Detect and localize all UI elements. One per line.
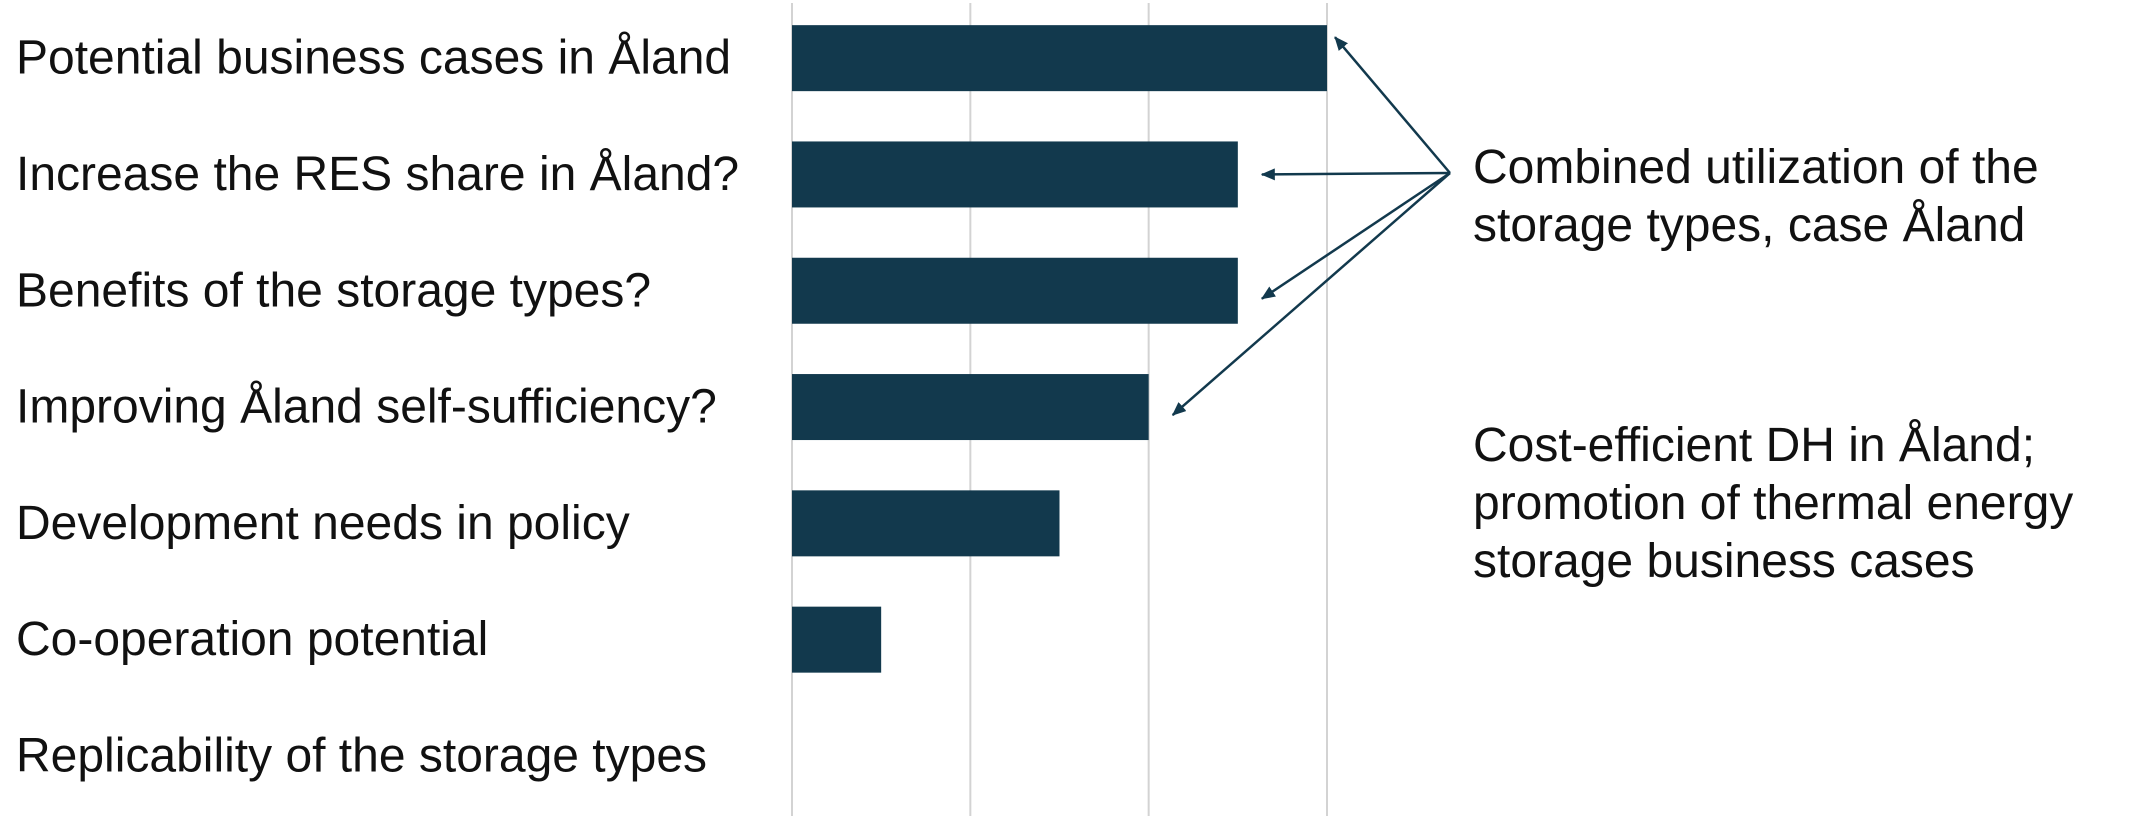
category-label: Improving Åland self-sufficiency? xyxy=(16,381,717,434)
category-label: Co-operation potential xyxy=(16,613,488,666)
category-label: Replicability of the storage types xyxy=(16,729,707,782)
annotation-arrow xyxy=(1171,172,1451,416)
bar xyxy=(792,490,1060,557)
annotation-arrows xyxy=(1171,36,1451,416)
annotation-line: storage types, case Åland xyxy=(1473,199,2026,252)
bar xyxy=(792,374,1149,441)
annotation-line: storage business cases xyxy=(1473,535,1975,588)
bar xyxy=(792,141,1238,208)
category-label: Development needs in policy xyxy=(16,497,630,550)
annotation-arrow xyxy=(1261,171,1451,300)
annotation-arrow xyxy=(1260,168,1451,181)
category-label: Benefits of the storage types? xyxy=(16,264,651,317)
annotation-line: Cost-efficient DH in Åland; xyxy=(1473,419,2036,472)
category-label: Increase the RES share in Åland? xyxy=(16,148,739,201)
annotation-line: promotion of thermal energy xyxy=(1473,477,2074,530)
bar xyxy=(792,257,1238,324)
bars xyxy=(792,25,1327,673)
annotation-arrow xyxy=(1334,36,1451,174)
category-label: Potential business cases in Åland xyxy=(16,32,731,85)
category-labels: Potential business cases in Åland Increas… xyxy=(16,32,739,783)
annotation-combined-utilization: Combined utilization of the storage type… xyxy=(1473,139,2039,255)
bar xyxy=(792,25,1327,92)
bar xyxy=(792,606,882,673)
annotation-line: Combined utilization of the xyxy=(1473,141,2039,194)
annotation-cost-efficient-dh: Cost-efficient DH in Åland; promotion of… xyxy=(1473,417,2073,591)
